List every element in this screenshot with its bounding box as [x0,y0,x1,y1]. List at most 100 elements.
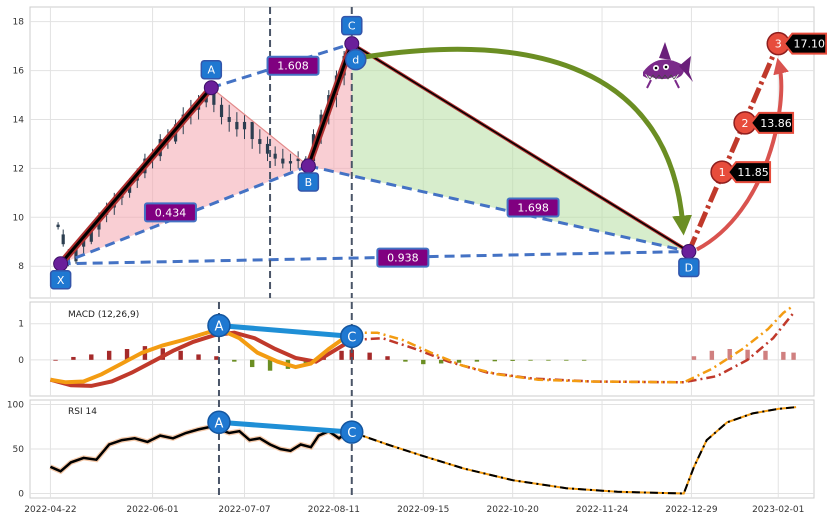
x-tick-label: 2022-11-24 [576,505,629,515]
macd-histogram-bar [53,359,58,361]
candle-body [89,229,93,242]
candle-body [250,121,254,140]
macd-histogram-bar [727,349,732,360]
target-value-tag [782,32,827,55]
rsi-point-circle [207,410,231,435]
xab-fill [60,87,309,264]
pattern-point-box [200,59,223,80]
rsi-y-ticks: 0 50 100 [7,400,24,499]
candle-body [242,121,247,130]
d-marker [345,48,367,71]
pattern-point-box [49,270,72,290]
macd-histogram-bar [385,356,390,360]
macd-panel: 01 MACD (12,26,9) AC [18,301,815,397]
candle-body [281,158,285,164]
x-tick-label: 2022-08-11 [308,505,360,515]
candle-body [74,246,78,262]
ratio-box [376,247,430,268]
macd-histogram-bar [178,350,183,360]
macd-histogram-bar [438,359,444,364]
target-index-label: 1 [719,166,726,179]
bd-dashed-line [308,164,690,254]
candle-body [265,143,270,154]
x-tick-label: 2022-10-20 [487,505,540,515]
macd-histogram-bar [791,352,796,360]
price-y-tick-label: 12 [13,164,24,174]
pattern-leg [59,86,213,265]
macd-signal-line [49,330,353,388]
xd-dashed-line [60,250,689,266]
macd-histogram-bar [124,349,130,360]
x-tick-label: 2022-04-22 [24,505,76,515]
macd-histogram-bar [528,359,533,361]
macd-histogram-bar [71,356,76,360]
candle-body [273,153,277,159]
ratio-box [266,55,320,76]
rsi-forecast-line [351,406,797,495]
pattern-point-label: B [305,176,313,189]
rsi-y-tick-label: 100 [7,400,24,410]
x-tick-label: 2023-02-01 [752,505,804,515]
macd-histogram-bar [214,356,219,360]
pattern-point-box [678,257,700,278]
target-arrow [695,57,789,252]
macd-histogram-bar [89,354,94,360]
pattern-point-label: A [208,64,216,77]
price-y-ticks: 8 10 12 14 16 18 [13,18,25,273]
macd-divergence-markers: AC [207,313,364,349]
macd-histogram-bar [339,350,344,360]
macd-point-label: C [347,330,356,345]
pattern-point-dot [203,80,219,96]
pattern-point-label: D [685,262,693,275]
pattern-point-dot [681,244,697,260]
macd-histogram-bar [474,359,480,362]
macd-histogram-bar [709,350,715,360]
macd-histogram-bar [267,359,273,371]
macd-histogram-bar [421,359,426,365]
macd-histogram-bar [196,354,201,360]
ratio-label: 1.608 [277,60,309,73]
macd-histogram-bar [745,349,750,360]
x-axis-tick-labels: 2022-04-22 2022-06-01 2022-07-07 2022-08-11… [24,505,804,515]
macd-histogram-bar [492,359,497,362]
macd-line-forecast [351,304,795,384]
macd-point-circle [340,324,364,349]
candle-body [56,224,60,228]
x-tick-label: 2022-06-01 [126,505,178,515]
rsi-y-tick-label: 0 [18,490,24,500]
rsi-divergence-line [218,419,352,435]
candle-body [288,161,293,164]
pattern-point-dot [53,256,69,272]
candle-body [61,234,65,245]
target-projection-line [686,42,781,253]
macd-point-circle [207,313,231,338]
candle-body [227,117,231,122]
ratio-box [506,197,560,218]
rsi-point-circle [340,420,364,444]
macd-signal-forecast [351,312,795,384]
rsi-point-label: C [347,426,356,441]
ab-leg [210,87,309,167]
ratio-box [143,202,197,223]
target-value-tag [749,111,795,134]
price-y-tick-label: 18 [13,18,25,28]
candle-body [82,239,86,247]
x-tick-label: 2022-09-15 [397,505,449,515]
candle-body [258,139,262,144]
target-value-label: 13.86 [760,117,792,130]
x-tick-label: 2022-12-29 [665,505,718,515]
pattern-point-markers: X A B C Dd [49,15,700,290]
macd-histogram-bar [456,359,462,363]
price-y-tick-label: 16 [13,67,25,77]
ratio-label: 0.938 [387,252,419,265]
macd-histogram-bar [403,359,408,362]
macd-divergence-line [218,323,352,339]
macd-y-tick-label: 1 [18,320,24,330]
price-y-tick-label: 14 [13,115,25,125]
pattern-point-dot [344,36,360,52]
pattern-point-label: C [348,20,356,33]
x-tick-label: 2022-07-07 [218,505,270,515]
macd-y-ticks: 01 [18,320,24,366]
